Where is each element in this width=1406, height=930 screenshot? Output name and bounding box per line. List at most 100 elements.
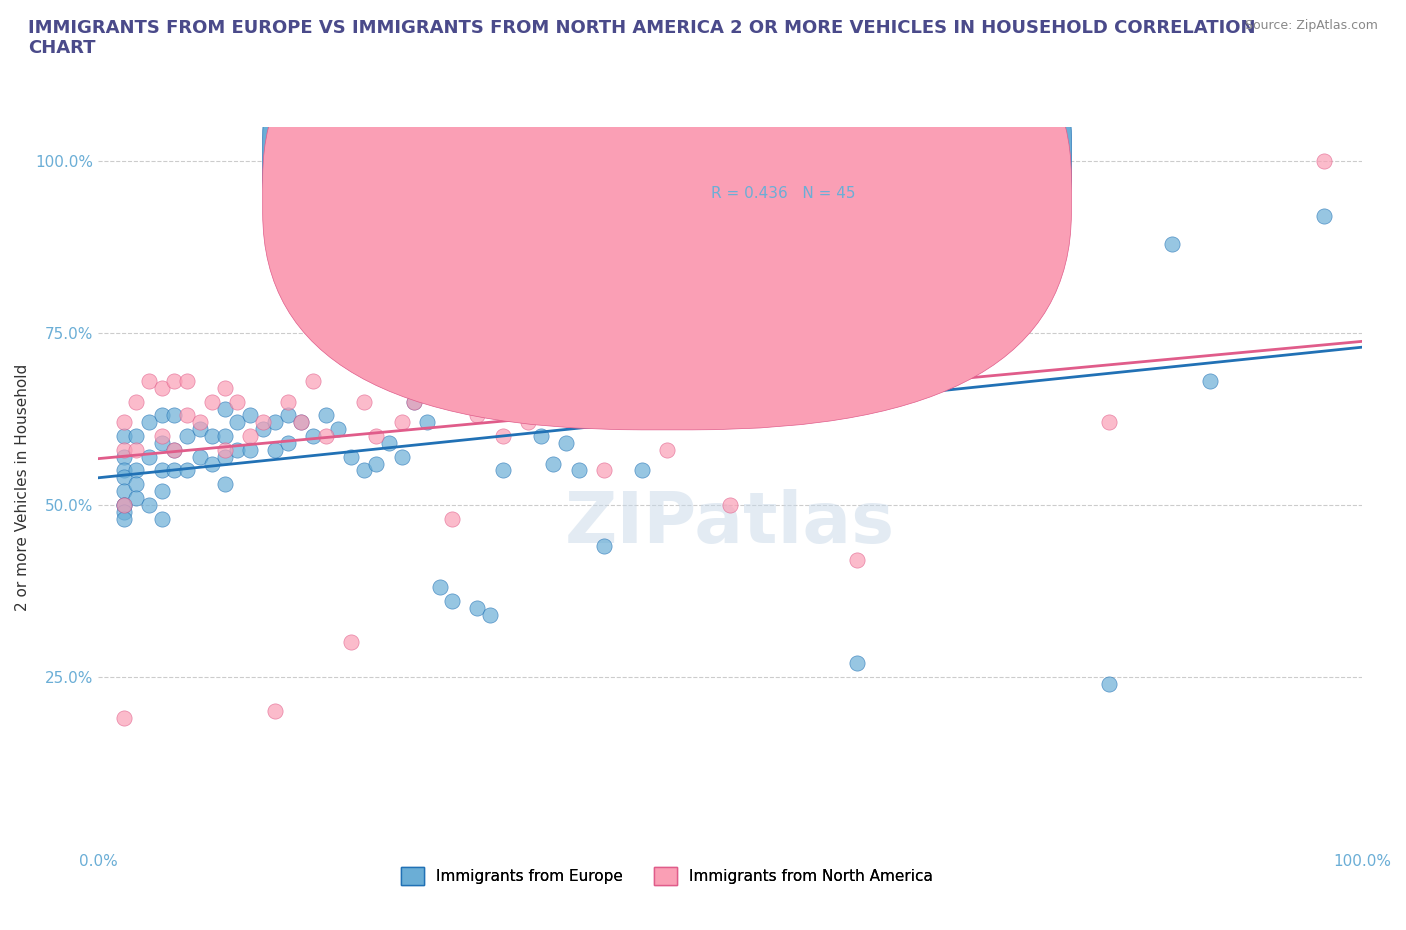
Point <box>125 394 148 409</box>
Point <box>315 429 337 444</box>
Point <box>290 415 312 430</box>
Point <box>150 408 173 423</box>
Point <box>163 408 186 423</box>
Point <box>112 463 135 478</box>
Point <box>239 443 262 458</box>
Point <box>378 435 401 450</box>
Point <box>176 429 198 444</box>
Point <box>214 429 236 444</box>
FancyBboxPatch shape <box>263 0 1071 430</box>
Point <box>150 463 173 478</box>
Point <box>543 394 565 409</box>
Point <box>112 498 135 512</box>
Point <box>163 443 186 458</box>
Text: Source: ZipAtlas.com: Source: ZipAtlas.com <box>1244 19 1378 32</box>
Point <box>201 394 224 409</box>
Point <box>1098 676 1121 691</box>
Y-axis label: 2 or more Vehicles in Household: 2 or more Vehicles in Household <box>15 364 30 611</box>
Point <box>125 463 148 478</box>
Point <box>655 443 678 458</box>
Point <box>1199 374 1222 389</box>
Point <box>163 443 186 458</box>
Point <box>592 538 614 553</box>
Point <box>264 443 287 458</box>
Point <box>492 463 515 478</box>
Point <box>353 394 375 409</box>
FancyBboxPatch shape <box>616 119 995 228</box>
Point <box>188 415 211 430</box>
Point <box>718 498 741 512</box>
Text: ZIPatlas: ZIPatlas <box>565 489 896 558</box>
Point <box>366 429 388 444</box>
Point <box>807 257 830 272</box>
Point <box>946 271 969 286</box>
Point <box>214 443 236 458</box>
Point <box>479 607 502 622</box>
Point <box>441 593 464 608</box>
Point <box>492 429 515 444</box>
Point <box>630 463 652 478</box>
Point <box>226 394 249 409</box>
Point <box>214 477 236 492</box>
Point <box>226 443 249 458</box>
Text: R = 0.436   N = 45: R = 0.436 N = 45 <box>711 186 856 201</box>
Point <box>112 498 135 512</box>
Point <box>150 512 173 526</box>
Point <box>112 498 135 512</box>
Point <box>264 415 287 430</box>
FancyBboxPatch shape <box>263 0 1071 391</box>
Point <box>138 449 160 464</box>
Point <box>163 374 186 389</box>
Point <box>366 456 388 471</box>
Point <box>883 257 905 272</box>
Point <box>112 504 135 519</box>
Point <box>617 408 640 423</box>
Point <box>845 552 868 567</box>
Point <box>125 443 148 458</box>
Point <box>302 429 325 444</box>
Point <box>226 415 249 430</box>
Point <box>404 394 426 409</box>
Point <box>467 408 489 423</box>
Point <box>1313 153 1336 168</box>
Point <box>112 443 135 458</box>
Point <box>782 394 804 409</box>
Point <box>150 429 173 444</box>
Point <box>138 498 160 512</box>
Point <box>429 580 451 595</box>
Point <box>467 601 489 616</box>
Point <box>592 463 614 478</box>
Point <box>1313 208 1336 223</box>
Point <box>568 236 591 251</box>
Point <box>530 429 553 444</box>
Point <box>239 408 262 423</box>
Point <box>353 463 375 478</box>
Point <box>188 449 211 464</box>
Point <box>290 415 312 430</box>
Point <box>125 477 148 492</box>
Point <box>340 449 363 464</box>
Point <box>555 435 578 450</box>
Text: IMMIGRANTS FROM EUROPE VS IMMIGRANTS FROM NORTH AMERICA 2 OR MORE VEHICLES IN HO: IMMIGRANTS FROM EUROPE VS IMMIGRANTS FRO… <box>28 19 1256 58</box>
Point <box>404 394 426 409</box>
Point <box>163 463 186 478</box>
Point <box>517 415 540 430</box>
Point <box>543 456 565 471</box>
Point <box>277 408 299 423</box>
Point <box>112 512 135 526</box>
Point <box>845 656 868 671</box>
Point <box>416 415 439 430</box>
Point <box>112 711 135 725</box>
Point <box>214 380 236 395</box>
Point <box>214 401 236 416</box>
Point <box>176 463 198 478</box>
Point <box>138 374 160 389</box>
Point <box>315 408 337 423</box>
Point <box>201 429 224 444</box>
Point <box>150 380 173 395</box>
Point <box>277 394 299 409</box>
Point <box>201 456 224 471</box>
Point <box>429 263 451 278</box>
Point <box>517 408 540 423</box>
Point <box>277 435 299 450</box>
